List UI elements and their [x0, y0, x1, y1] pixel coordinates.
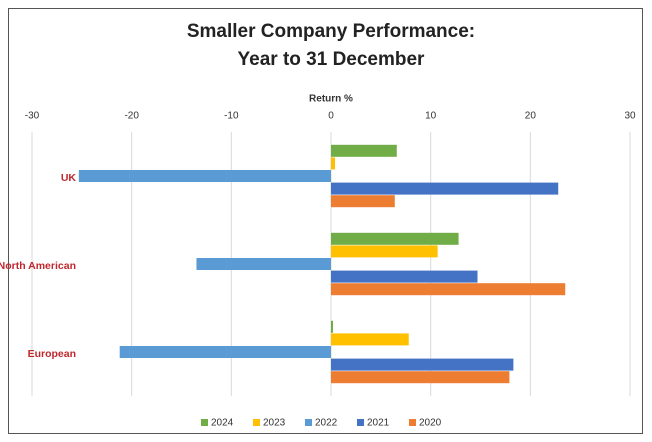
x-tick-label: 20	[525, 111, 537, 122]
legend-label: 2021	[367, 418, 390, 429]
bar	[331, 157, 335, 170]
x-tick-label: 10	[425, 111, 437, 122]
legend-swatch	[357, 419, 364, 426]
axis-title: Return %	[309, 94, 353, 105]
bar	[331, 270, 478, 283]
x-tick-label: 30	[624, 111, 636, 122]
x-tick-label: -30	[25, 111, 40, 122]
legend-swatch	[409, 419, 416, 426]
bar	[196, 258, 331, 270]
category-label: North American	[0, 260, 76, 272]
x-tick-label: -10	[224, 111, 239, 122]
chart-title: Smaller Company Performance:	[187, 21, 475, 42]
bar	[331, 232, 459, 245]
legend-swatch	[253, 419, 260, 426]
bar	[331, 320, 333, 333]
legend-swatch	[305, 419, 312, 426]
chart-title: Year to 31 December	[238, 49, 426, 70]
x-tick-label: -20	[124, 111, 139, 122]
bar	[331, 195, 395, 208]
bar	[331, 358, 514, 371]
bar	[331, 371, 510, 384]
bar	[331, 333, 409, 346]
category-label: European	[28, 348, 76, 360]
bar	[331, 182, 559, 195]
legend-label: 2023	[263, 418, 286, 429]
legend-label: 2024	[211, 418, 234, 429]
bar	[331, 283, 566, 296]
bar	[78, 170, 332, 182]
category-label: UK	[61, 172, 77, 184]
bar	[331, 144, 397, 157]
legend-label: 2022	[315, 418, 338, 429]
legend-swatch	[201, 419, 208, 426]
bar	[331, 245, 438, 258]
legend-label: 2020	[419, 418, 442, 429]
x-tick-label: 0	[328, 111, 334, 122]
chart-frame	[8, 8, 643, 434]
bar	[119, 346, 331, 358]
